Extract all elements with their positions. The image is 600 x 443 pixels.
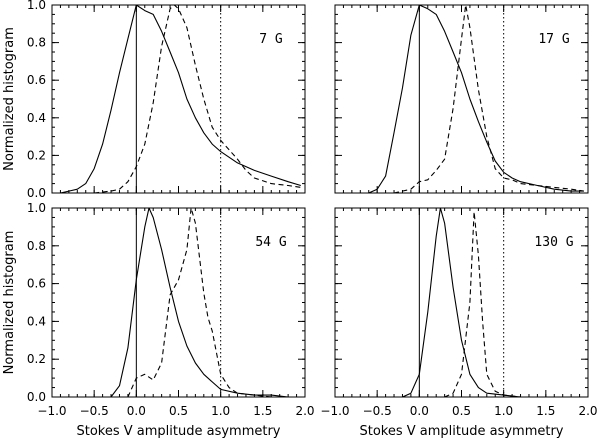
panel-0: 0.0 0.2 0.4 0.6 0.8 1.0 7 G Normalized histogra… [2, 0, 306, 200]
x-tick-label: −0.5 [363, 404, 392, 418]
series-dashed-line [393, 4, 584, 194]
y-tick-label: 0.6 [27, 73, 46, 87]
x-axis-title: Stokes V amplitude asymmetry [76, 424, 280, 439]
x-tick-label: 1.5 [253, 404, 272, 418]
x-tick-label: 0.0 [127, 404, 146, 418]
y-tick-label: 1.0 [27, 201, 46, 215]
panel-3: −1.0 −0.5 0.0 0.5 1.0 1.5 2.0 130 G Stokes V amp… [320, 207, 598, 439]
y-tick-label: 0.2 [27, 148, 46, 162]
y-tick-label: 0.8 [27, 239, 46, 253]
series-dashed-line [127, 207, 301, 398]
y-tick-label: 1.0 [27, 0, 46, 12]
x-tick-label: 1.5 [536, 404, 555, 418]
series-solid-line [368, 4, 584, 194]
y-tick-label: 0.6 [27, 277, 46, 291]
y-tick-label: 0.4 [27, 111, 46, 125]
x-tick-label: 0.5 [169, 404, 188, 418]
y-tick-label: 0.0 [27, 390, 46, 404]
series-solid-line [60, 4, 301, 194]
x-tick-label: 1.0 [211, 404, 230, 418]
x-tick-label: 0.5 [452, 404, 471, 418]
panel-label: 7 G [259, 32, 283, 47]
series-dashed-line [94, 4, 301, 194]
y-axis-title: Normalized histogram [2, 27, 17, 171]
y-tick-label: 0.4 [27, 314, 46, 328]
x-tick-label: −1.0 [37, 404, 66, 418]
panel-label: 17 G [538, 32, 569, 47]
panel-label: 130 G [534, 235, 573, 250]
panel-label: 54 G [255, 235, 286, 250]
x-tick-label: −0.5 [80, 404, 109, 418]
x-axis-title: Stokes V amplitude asymmetry [359, 424, 563, 439]
panel-2: −1.0 −0.5 0.0 0.5 1.0 1.5 2.0 0.0 0.2 0.4 0.6 0.8 1.… [2, 201, 315, 439]
y-tick-label: 0.0 [27, 186, 46, 200]
series-dashed-line [444, 211, 584, 398]
x-tick-label: 2.0 [578, 404, 597, 418]
x-tick-label: 0.0 [410, 404, 429, 418]
y-tick-label: 0.8 [27, 36, 46, 50]
y-axis-title: Normalized histogram [2, 231, 17, 375]
panel-1: 17 G [334, 4, 589, 194]
x-tick-label: 1.0 [494, 404, 513, 418]
x-tick-label: 2.0 [295, 404, 314, 418]
y-tick-label: 0.2 [27, 352, 46, 366]
x-tick-label: −1.0 [320, 404, 349, 418]
